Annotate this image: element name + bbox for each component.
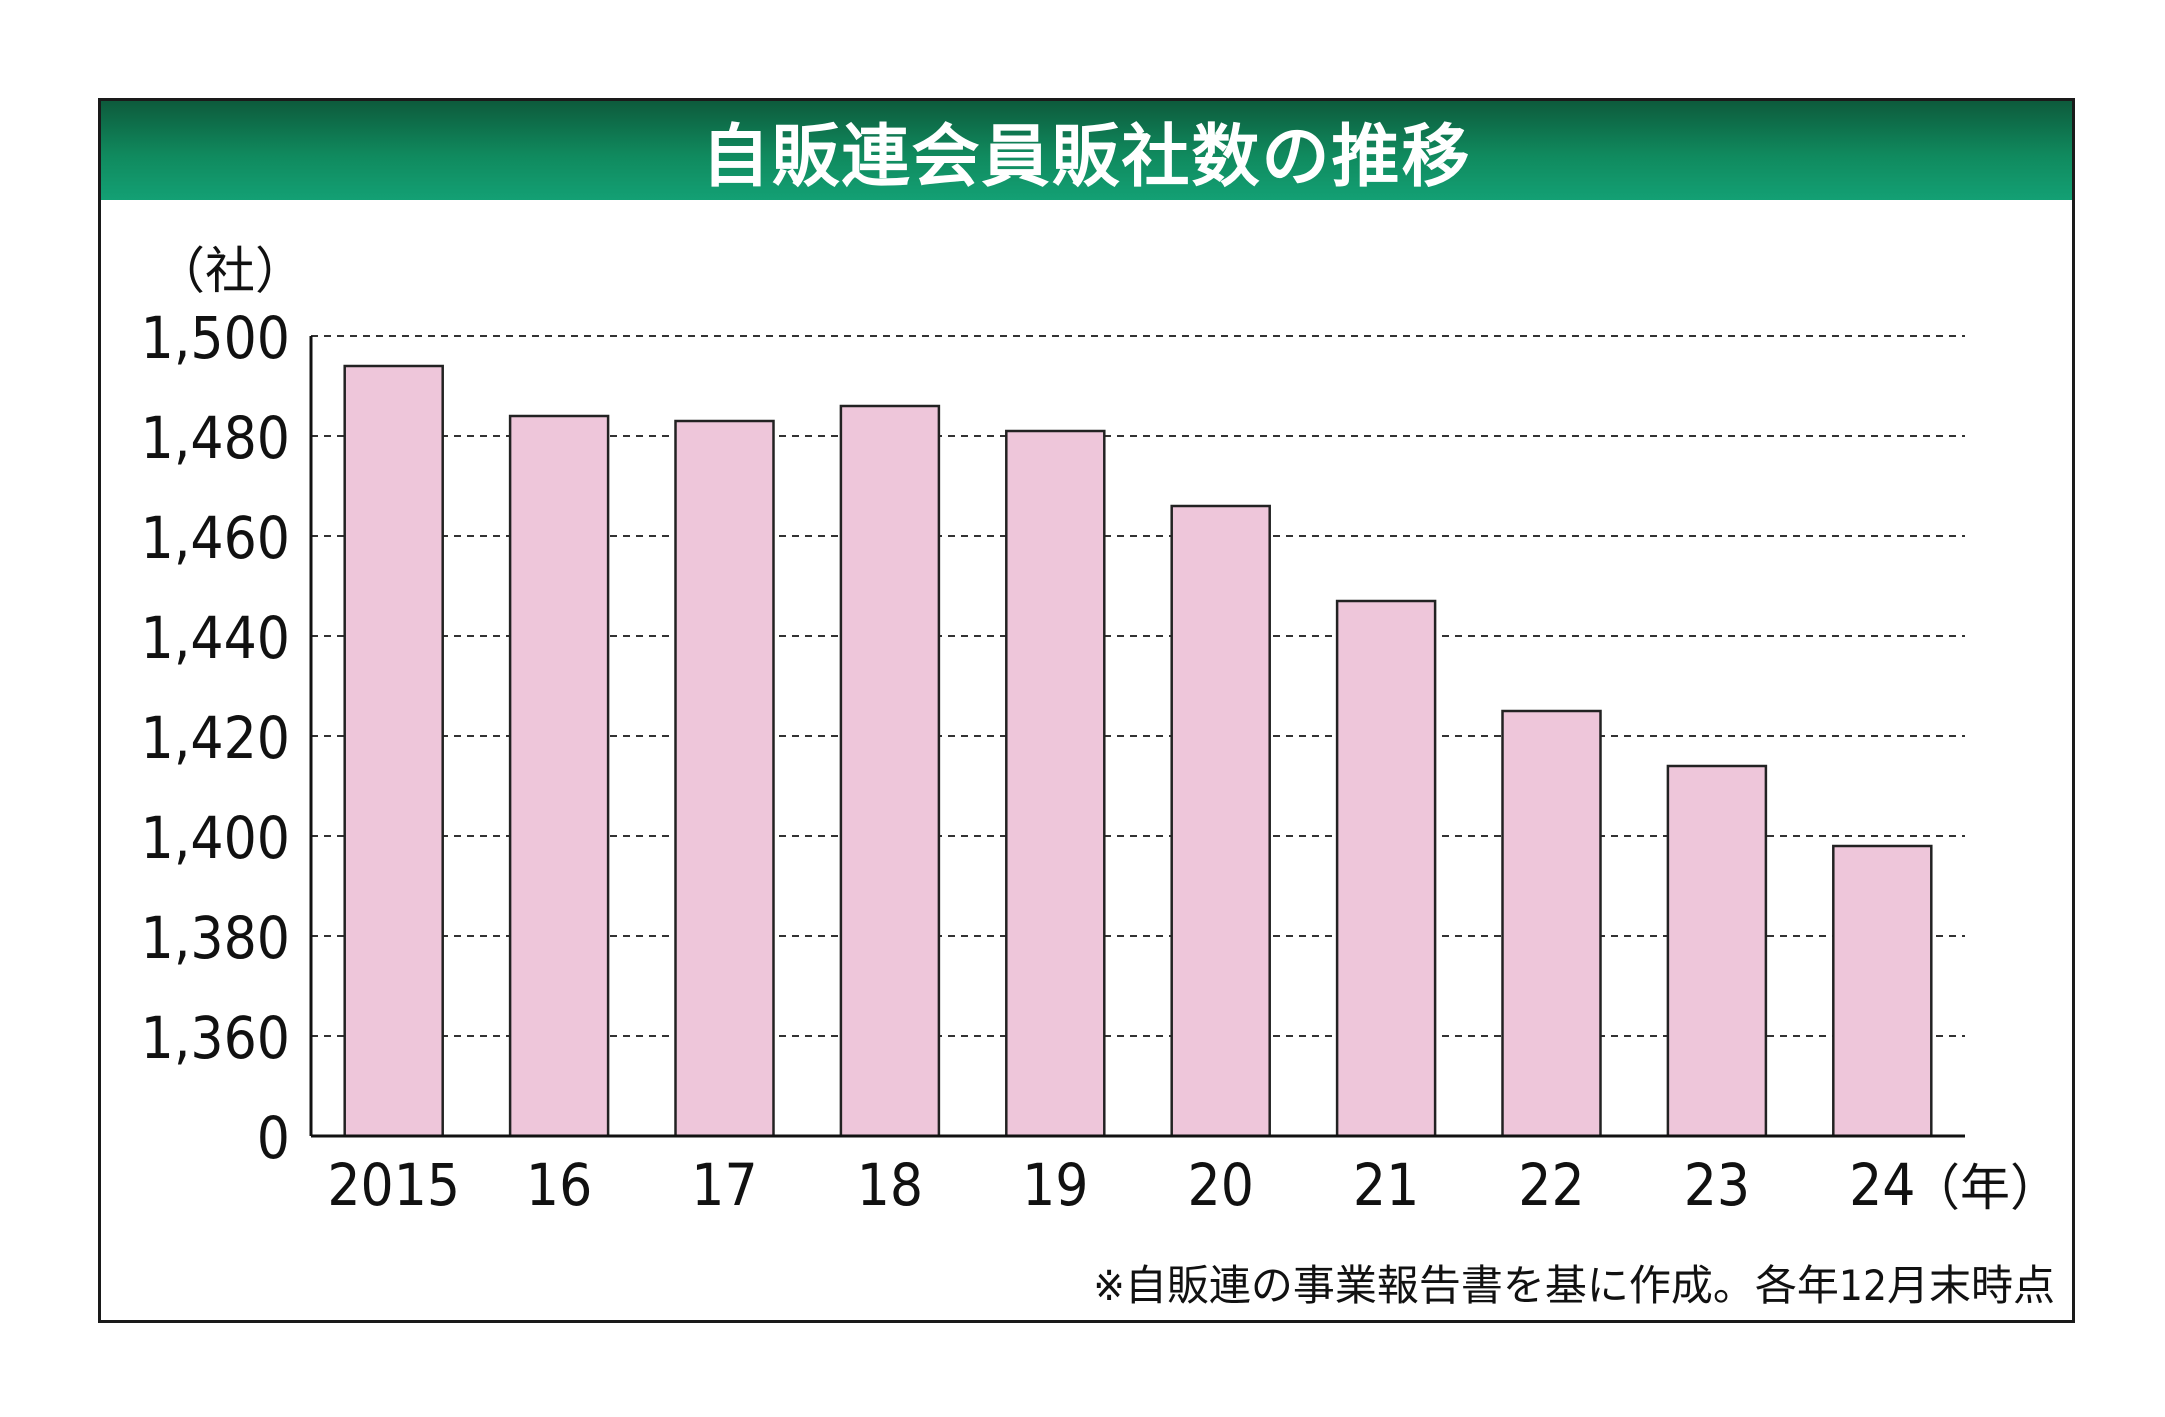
- x-tick-label: 21: [1353, 1151, 1419, 1219]
- bar-22: [1501, 709, 1602, 1138]
- y-tick-label: 1,500: [141, 304, 290, 372]
- x-tick-label: 16: [526, 1151, 592, 1219]
- y-tick-label: 1,460: [141, 504, 290, 572]
- y-unit-label: （社）: [155, 242, 305, 300]
- bars: [343, 364, 1933, 1138]
- title-bar: 自販連会員販社数の推移: [101, 101, 2072, 200]
- x-tick-label: 22: [1518, 1151, 1584, 1219]
- tick-labels: 0 1,360 1,380 1,400 1,420 1,440 1,460 1,480 1,50…: [141, 304, 1916, 1219]
- x-tick-label: 19: [1022, 1151, 1088, 1219]
- bar-2015: [343, 364, 444, 1138]
- y-tick-label: 1,360: [141, 1004, 290, 1072]
- source-note: ※自販連の事業報告書を基に作成。各年12月末時点: [1093, 1261, 2055, 1310]
- y-tick-label: 1,400: [141, 804, 290, 872]
- y-tick-label: 0: [257, 1104, 290, 1172]
- y-tick-label: 1,480: [141, 404, 290, 472]
- x-tick-label: 23: [1684, 1151, 1750, 1219]
- x-tick-label: 2015: [327, 1151, 460, 1219]
- x-unit-label: （年）: [1910, 1159, 2060, 1217]
- axes: [309, 336, 1965, 1138]
- bar-23: [1666, 764, 1768, 1138]
- chart-title: 自販連会員販社数の推移: [701, 118, 1472, 197]
- bar-20: [1170, 504, 1271, 1138]
- y-tick-label: 1,440: [141, 604, 290, 672]
- bar-18: [839, 404, 941, 1138]
- x-tick-label: 18: [857, 1151, 923, 1219]
- bar-17: [674, 419, 775, 1138]
- y-tick-label: 1,420: [141, 704, 290, 772]
- bar-21: [1335, 599, 1437, 1138]
- x-tick-label: 24: [1849, 1151, 1915, 1219]
- bar-24: [1832, 844, 1933, 1138]
- bar-19: [1005, 429, 1106, 1138]
- x-tick-label: 17: [691, 1151, 757, 1219]
- x-tick-label: 20: [1188, 1151, 1254, 1219]
- bar-16: [508, 414, 610, 1138]
- y-tick-label: 1,380: [141, 904, 290, 972]
